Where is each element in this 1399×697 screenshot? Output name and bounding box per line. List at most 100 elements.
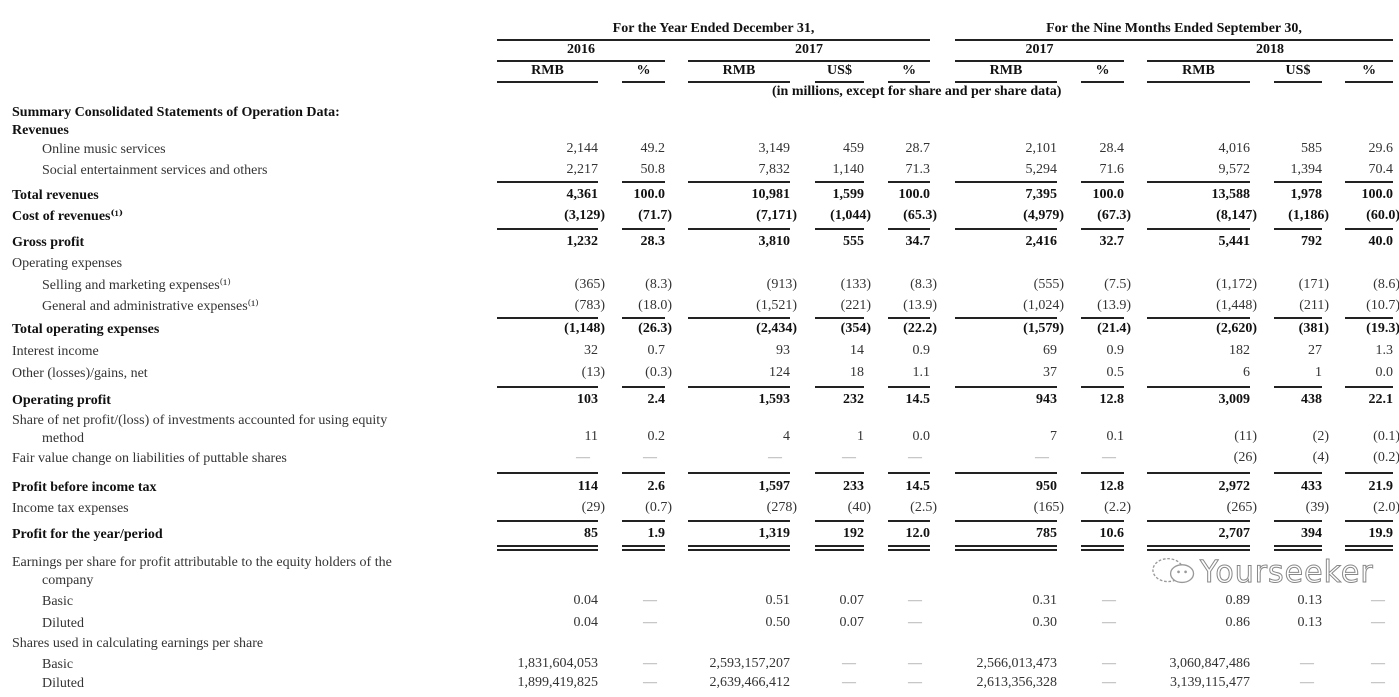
underline xyxy=(1081,386,1124,388)
underline xyxy=(622,228,665,230)
cell-9m2017-pct: (67.3) xyxy=(1097,208,1131,223)
cell-2016-rmb: 103 xyxy=(577,392,598,407)
underline xyxy=(955,228,1057,230)
cell-2017-pct: 28.7 xyxy=(905,141,931,156)
cell-2016-rmb: (3,129) xyxy=(564,208,605,223)
cell-2017-rmb: 1,593 xyxy=(758,392,791,407)
underline xyxy=(1147,228,1250,230)
cell-2017-usd: (354) xyxy=(840,321,871,336)
underline xyxy=(622,472,665,474)
cell-2017-usd: 14 xyxy=(850,343,864,358)
cell-9m2018-usd: (4) xyxy=(1312,450,1329,465)
cell-2017-usd: — xyxy=(842,656,856,671)
cell-9m2018-usd: (1,186) xyxy=(1288,208,1329,223)
cell-2017-pct: — xyxy=(908,675,922,690)
double-underline xyxy=(815,545,864,551)
cell-9m2018-rmb: 6 xyxy=(1243,365,1250,380)
cell-2016-rmb: 2,217 xyxy=(566,162,599,177)
underline xyxy=(815,520,864,522)
cell-9m2018-pct: (0.2) xyxy=(1373,450,1399,465)
double-underline xyxy=(1147,545,1250,551)
cell-2017-pct: (65.3) xyxy=(903,208,937,223)
divider xyxy=(497,39,930,41)
cell-9m2017-rmb: 2,101 xyxy=(1025,141,1058,156)
row-label-continuation: company xyxy=(42,573,94,588)
underline xyxy=(622,181,665,183)
cell-2017-rmb: — xyxy=(768,450,782,465)
cell-9m2017-rmb: 69 xyxy=(1043,343,1057,358)
cell-2017-usd: (133) xyxy=(840,277,871,292)
row-label: Summary Consolidated Statements of Opera… xyxy=(12,105,340,120)
cell-9m2018-pct: 29.6 xyxy=(1368,141,1394,156)
column-header-2017-pct: % xyxy=(902,63,916,78)
underline xyxy=(1081,181,1124,183)
underline xyxy=(497,228,598,230)
underline xyxy=(815,472,864,474)
row-label: Revenues xyxy=(12,123,69,138)
double-underline xyxy=(1081,545,1124,551)
row-label: Basic xyxy=(42,594,74,609)
cell-9m2017-pct: — xyxy=(1102,593,1116,608)
cell-9m2018-usd: 438 xyxy=(1301,392,1322,407)
cell-9m2018-pct: — xyxy=(1371,615,1385,630)
row-label: Diluted xyxy=(42,616,84,631)
cell-9m2017-pct: — xyxy=(1102,450,1116,465)
cell-9m2018-rmb: 2,707 xyxy=(1218,526,1251,541)
cell-9m2017-pct: 0.1 xyxy=(1106,429,1125,444)
cell-2017-rmb: 2,593,157,207 xyxy=(709,656,791,671)
cell-2017-rmb: (7,171) xyxy=(756,208,797,223)
cell-9m2017-pct: (7.5) xyxy=(1104,277,1131,292)
cell-9m2018-usd: 1,394 xyxy=(1290,162,1323,177)
cell-2017-pct: (13.9) xyxy=(903,298,937,313)
year-2017: 2017 xyxy=(795,42,823,57)
cell-2016-pct: (18.0) xyxy=(638,298,672,313)
underline xyxy=(955,317,1057,319)
cell-9m2018-pct: (10.7) xyxy=(1366,298,1399,313)
cell-9m2017-rmb: (1,024) xyxy=(1023,298,1064,313)
cell-9m2017-pct: (2.2) xyxy=(1104,500,1131,515)
cell-2017-usd: (221) xyxy=(840,298,871,313)
cell-9m2018-usd: (381) xyxy=(1298,321,1329,336)
divider xyxy=(1345,81,1393,83)
column-header-9m2018-rmb: RMB xyxy=(1182,63,1215,78)
cell-2017-pct: 1.1 xyxy=(912,365,931,380)
cell-9m2018-usd: 433 xyxy=(1301,479,1322,494)
cell-9m2017-rmb: 2,566,013,473 xyxy=(976,656,1058,671)
cell-9m2018-usd: 27 xyxy=(1308,343,1322,358)
cell-2016-pct: (0.3) xyxy=(645,365,672,380)
row-label: Shares used in calculating earnings per … xyxy=(12,636,264,651)
cell-2016-pct: (71.7) xyxy=(638,208,672,223)
cell-2016-pct: 2.6 xyxy=(647,479,666,494)
double-underline xyxy=(955,545,1057,551)
cell-9m2017-pct: 28.4 xyxy=(1099,141,1125,156)
cell-9m2017-pct: 0.9 xyxy=(1106,343,1125,358)
cell-2017-pct: — xyxy=(908,450,922,465)
divider xyxy=(955,81,1057,83)
cell-9m2017-pct: 0.5 xyxy=(1106,365,1125,380)
cell-2016-pct: (0.7) xyxy=(645,500,672,515)
underline xyxy=(1274,181,1322,183)
cell-2017-rmb: 4 xyxy=(783,429,790,444)
cell-9m2018-rmb: (11) xyxy=(1234,429,1257,444)
cell-2017-rmb: 0.51 xyxy=(765,593,791,608)
cell-2017-rmb: (913) xyxy=(766,277,797,292)
divider xyxy=(1081,81,1124,83)
cell-2017-usd: 0.07 xyxy=(839,593,865,608)
underline xyxy=(688,228,790,230)
underline xyxy=(622,317,665,319)
cell-9m2018-rmb: 5,441 xyxy=(1218,234,1251,249)
cell-2016-rmb: (1,148) xyxy=(564,321,605,336)
cell-9m2018-pct: 70.4 xyxy=(1368,162,1394,177)
double-underline xyxy=(1274,545,1322,551)
underline xyxy=(815,386,864,388)
cell-9m2018-usd: — xyxy=(1300,675,1314,690)
cell-9m2018-rmb: 182 xyxy=(1229,343,1250,358)
cell-2017-usd: — xyxy=(842,675,856,690)
underline xyxy=(1147,472,1250,474)
underline xyxy=(497,317,598,319)
underline xyxy=(1147,520,1250,522)
cell-2017-rmb: 124 xyxy=(769,365,790,380)
underline xyxy=(815,228,864,230)
watermark-text: Yourseeker xyxy=(1200,555,1374,590)
cell-2016-pct: 100.0 xyxy=(633,187,666,202)
